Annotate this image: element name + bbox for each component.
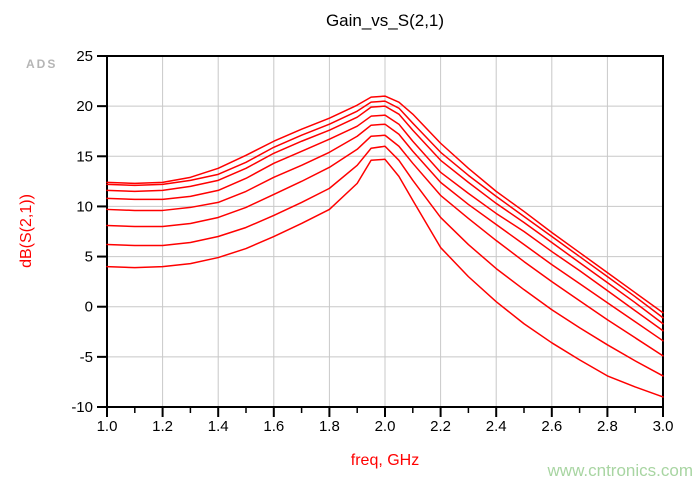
trace-line-trace2 <box>106 100 664 319</box>
y-tick-label: 15 <box>76 148 93 165</box>
x-tick-label: 2.4 <box>486 418 507 435</box>
x-tick-label: 2.2 <box>430 418 451 435</box>
x-axis-label: freq, GHz <box>350 452 420 469</box>
trace-line-trace4 <box>106 114 664 332</box>
y-tick-label: 0 <box>85 299 93 316</box>
trace-line-trace6 <box>106 134 664 357</box>
y-tick-label: 20 <box>76 98 93 115</box>
x-tick-label: 3.0 <box>653 418 674 435</box>
chart-title: Gain_vs_S(2,1) <box>325 11 445 30</box>
x-tick-label: 1.6 <box>263 418 284 435</box>
x-tick-label: 2.6 <box>541 418 562 435</box>
trace-line-trace5 <box>106 123 664 342</box>
trace-line-trace3 <box>106 105 664 325</box>
trace-line-trace7 <box>106 145 664 377</box>
plot-frame <box>106 55 664 408</box>
y-tick-label: 10 <box>76 198 93 215</box>
x-tick-label: 2.0 <box>375 418 396 435</box>
watermark: www.cntronics.com <box>547 461 693 480</box>
ads-logo: ADS <box>26 57 58 71</box>
y-tick-label: 5 <box>85 249 93 266</box>
x-tick-label: 2.8 <box>597 418 618 435</box>
x-tick-label: 1.8 <box>319 418 340 435</box>
trace-line-trace8 <box>106 158 664 398</box>
y-axis-label: dB(S(2,1)) <box>18 194 35 268</box>
y-tick-label: -5 <box>80 349 93 366</box>
x-tick-label: 1.0 <box>97 418 118 435</box>
y-tick-label: 25 <box>76 48 93 65</box>
x-tick-label: 1.2 <box>152 418 173 435</box>
y-tick-label: -10 <box>71 399 93 416</box>
trace-line-trace1 <box>106 95 664 314</box>
x-tick-label: 1.4 <box>208 418 229 435</box>
